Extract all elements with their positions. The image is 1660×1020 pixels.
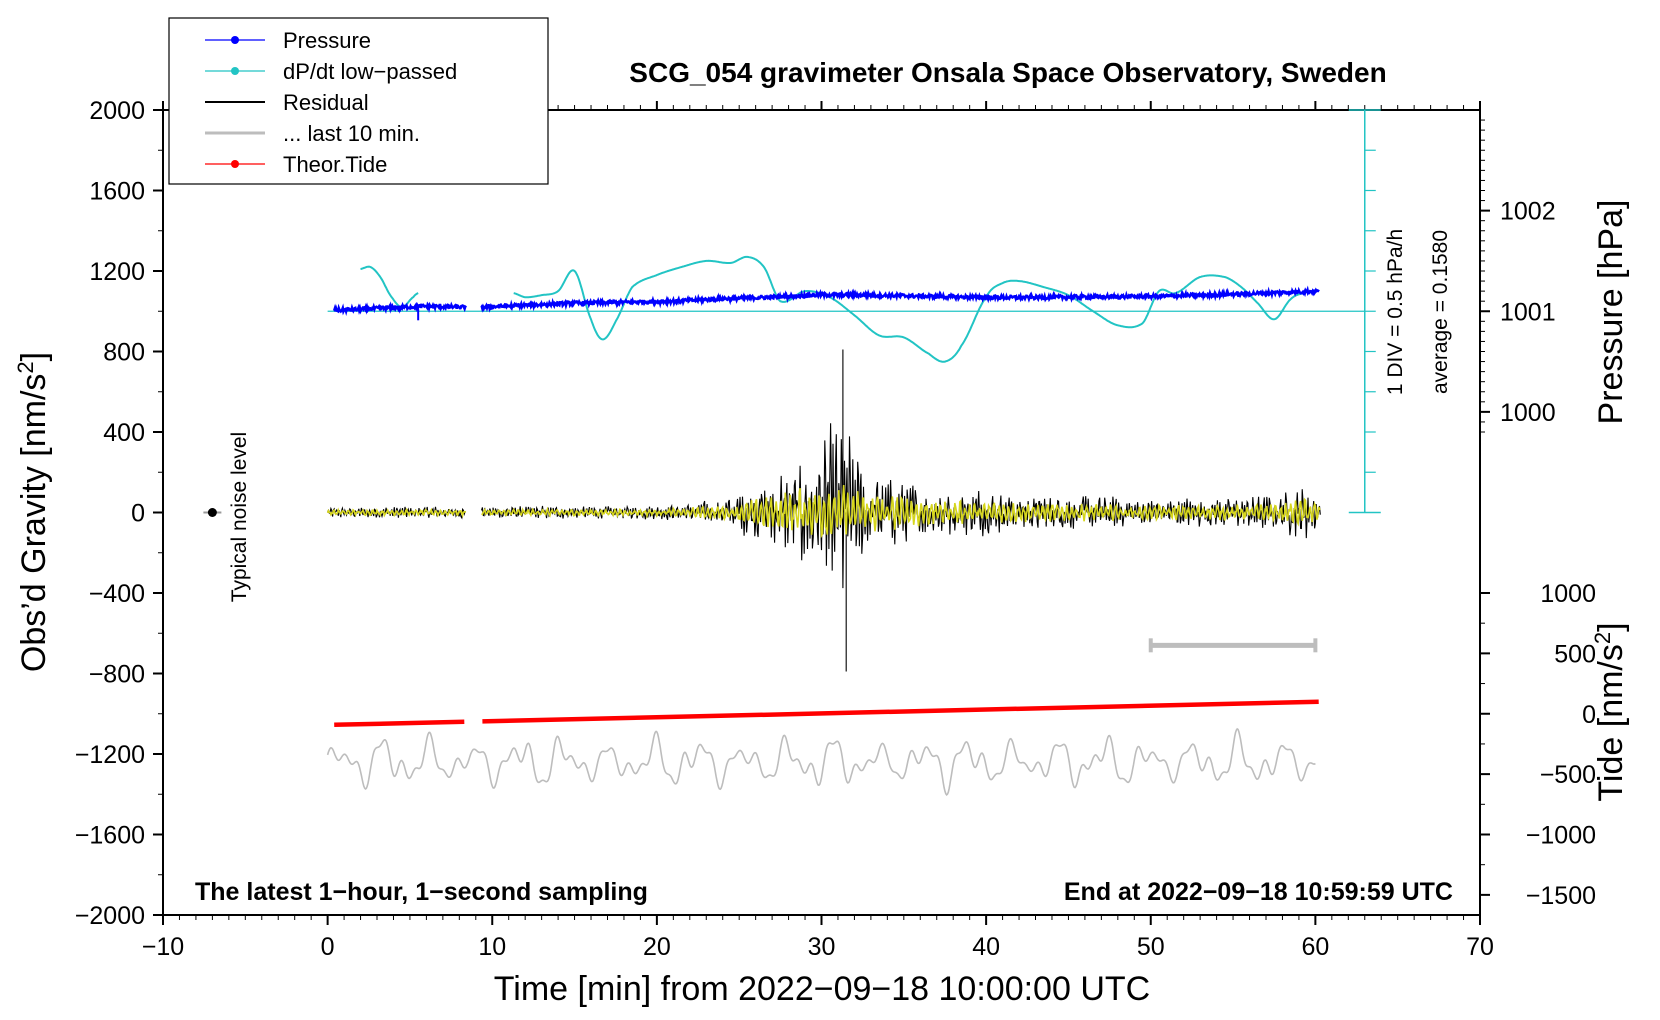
x-axis-title: Time [min] from 2022−09−18 10:00:00 UTC [494, 970, 1150, 1008]
noise-label: Typical noise level [228, 432, 251, 602]
tide-line-segment [334, 719, 465, 728]
y-tick-label: 2000 [89, 97, 145, 125]
y-tick-label: −1200 [75, 741, 145, 769]
average-label: average = 0.1580 [1429, 230, 1452, 394]
chart-title: SCG_054 gravimeter Onsala Space Observat… [629, 57, 1386, 88]
y-tick-label: 1200 [89, 258, 145, 286]
dpdt-line [513, 255, 1305, 363]
series-layer [203, 255, 1365, 797]
y-tick-label: −400 [89, 580, 145, 608]
pressure-tick-label: 1000 [1500, 399, 1556, 427]
legend-marker-dpdt [231, 67, 239, 75]
legend-label-last10: ... last 10 min. [283, 121, 420, 146]
y-axis-title: Obs’d Gravity [nm/s2] [13, 352, 53, 672]
legend-entry-dpdt: dP/dt low−passed [205, 59, 457, 84]
legend-marker-pressure [231, 36, 239, 44]
x-tick-label: −10 [142, 933, 184, 961]
annotation-end-time: End at 2022−09−18 10:59:59 UTC [1064, 878, 1453, 906]
tide-tick-label: 0 [1582, 701, 1596, 729]
y-tick-label: 800 [103, 339, 145, 367]
tide-axis-ticks: 1000 500 0 −500 −1000 −1500 [1480, 580, 1596, 910]
legend-entry-residual: Residual [205, 90, 369, 115]
y-tick-label: −2000 [75, 902, 145, 930]
tide-tick-label: 1000 [1540, 580, 1596, 608]
annotation-sampling: The latest 1−hour, 1−second sampling [195, 878, 648, 906]
legend-entry-pressure: Pressure [205, 28, 371, 53]
pressure-line [332, 285, 1320, 316]
y-axis-title-end: ] [15, 352, 53, 361]
dpdt-line [360, 265, 419, 309]
tide-tick-label: 500 [1554, 640, 1596, 668]
tide-axis-title-main: Tide [nm/s [1592, 644, 1630, 801]
pressure-tick-label: 1001 [1500, 298, 1556, 326]
y-tick-label: −1600 [75, 822, 145, 850]
x-axis-ticks: −10 0 10 20 30 40 50 60 70 [142, 101, 1494, 961]
legend-label-dpdt: dP/dt low−passed [283, 59, 457, 84]
y-tick-label: 0 [131, 500, 145, 528]
tide-tick-label: −500 [1540, 761, 1596, 789]
pressure-tick-label: 1002 [1500, 198, 1556, 226]
x-tick-label: 20 [643, 933, 671, 961]
tide-tick-label: −1000 [1526, 822, 1596, 850]
legend-label-tide: Theor.Tide [283, 152, 387, 177]
y-tick-label: −800 [89, 661, 145, 689]
x-tick-label: 70 [1466, 933, 1494, 961]
y-tick-label: 1600 [89, 178, 145, 206]
tide-axis-title-sup: 2 [1590, 632, 1615, 644]
noise-level-dot [207, 508, 217, 517]
x-tick-label: 0 [321, 933, 335, 961]
last-10-min-line [326, 727, 1316, 797]
div-label: 1 DIV = 0.5 hPa/h [1384, 229, 1407, 395]
residual-lowpass-line [326, 484, 1321, 539]
y-axis-title-main: Obs’d Gravity [nm/s [15, 374, 53, 673]
legend-marker-tide [231, 160, 239, 168]
x-tick-label: 60 [1301, 933, 1329, 961]
tide-line-segment [482, 699, 1319, 724]
x-tick-label: 10 [478, 933, 506, 961]
pressure-axis-title: Pressure [hPa] [1592, 200, 1630, 425]
tide-axis-title-end: ] [1592, 622, 1630, 631]
x-tick-label: 50 [1137, 933, 1165, 961]
x-tick-label: 30 [808, 933, 836, 961]
tide-axis-title: Tide [nm/s2] [1590, 622, 1630, 801]
legend-label-pressure: Pressure [283, 28, 371, 53]
dpdt-scale-bar [1348, 109, 1381, 514]
y-axis-title-sup: 2 [13, 361, 38, 373]
x-tick-label: 40 [972, 933, 1000, 961]
tide-tick-label: −1500 [1526, 882, 1596, 910]
y-tick-label: 400 [103, 419, 145, 447]
y-axis-ticks: 2000 1600 1200 800 400 0 −400 −800 −1200 −1600 −20… [75, 97, 163, 930]
legend-entry-tide: Theor.Tide [205, 152, 387, 177]
pressure-axis-ticks: 1002 1001 1000 [1480, 119, 1556, 433]
legend-entry-last10: ... last 10 min. [205, 121, 420, 146]
legend-label-residual: Residual [283, 90, 369, 115]
legend: Pressure dP/dt low−passed Residual ... l… [168, 17, 549, 185]
